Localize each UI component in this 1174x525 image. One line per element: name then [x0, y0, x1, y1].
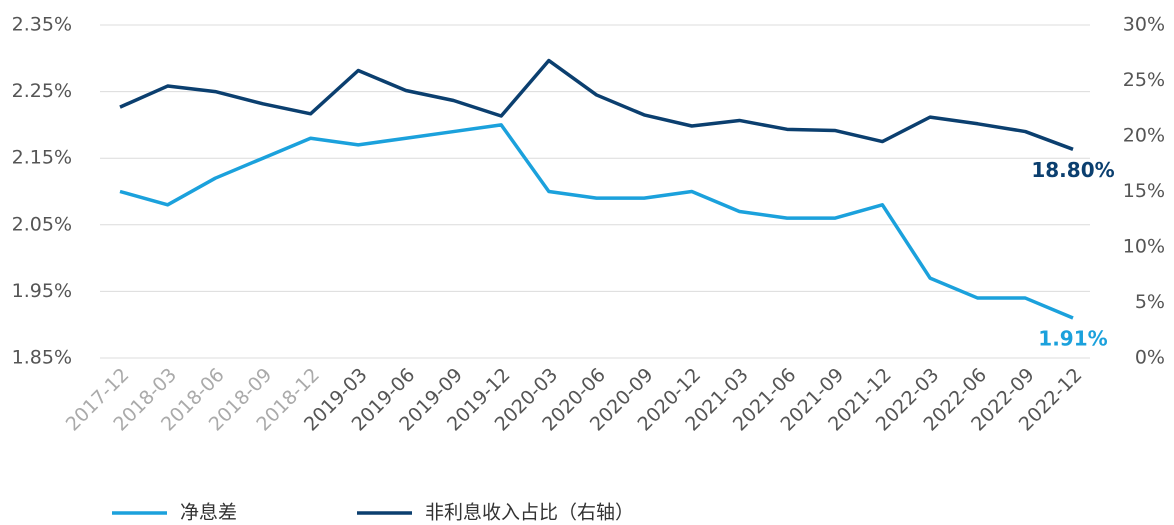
y-tick-label: 2.15%	[12, 147, 72, 169]
y2-tick-label: 5%	[1135, 291, 1165, 313]
value-label: 18.80%	[1031, 158, 1114, 182]
y2-tick-label: 10%	[1123, 236, 1165, 258]
value-label: 1.91%	[1038, 327, 1107, 351]
y2-tick-label: 25%	[1123, 69, 1165, 91]
y-tick-label: 2.35%	[12, 14, 72, 36]
y2-tick-label: 0%	[1135, 347, 1165, 369]
y-tick-label: 2.05%	[12, 213, 72, 235]
y2-tick-label: 20%	[1123, 125, 1165, 147]
y-tick-label: 1.85%	[12, 347, 72, 369]
y-tick-label: 1.95%	[12, 280, 72, 302]
y2-tick-label: 30%	[1123, 14, 1165, 36]
series-line	[119, 123, 1074, 320]
y2-tick-label: 15%	[1123, 180, 1165, 202]
legend-label: 净息差	[180, 502, 237, 524]
legend-label: 非利息收入占比（右轴）	[425, 502, 634, 524]
series-line	[119, 58, 1074, 151]
y-tick-label: 2.25%	[12, 80, 72, 102]
